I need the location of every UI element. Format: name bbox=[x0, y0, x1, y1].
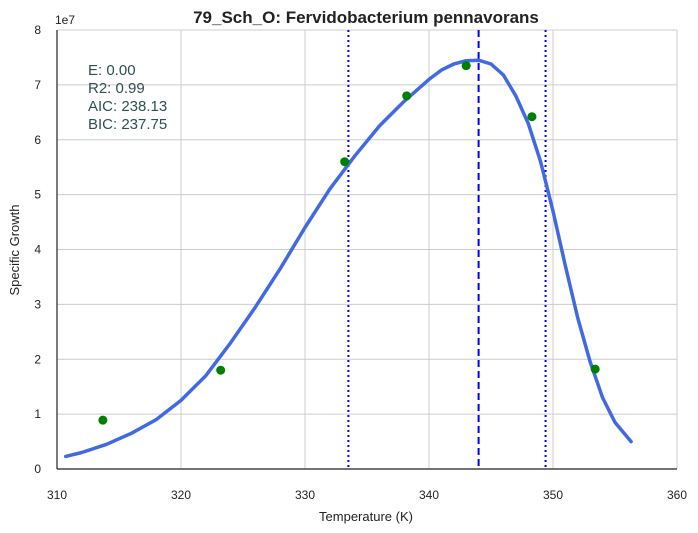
x-tick-label: 360 bbox=[667, 488, 687, 502]
y-axis-label: Specific Growth bbox=[7, 204, 22, 295]
x-tick-label: 340 bbox=[419, 488, 439, 502]
data-point bbox=[590, 364, 600, 374]
x-tick-label: 330 bbox=[295, 488, 315, 502]
x-tick-label: 350 bbox=[543, 488, 563, 502]
data-point bbox=[402, 91, 412, 101]
x-tick-label: 310 bbox=[47, 488, 67, 502]
data-point bbox=[461, 61, 471, 71]
y-tick-label: 7 bbox=[34, 78, 41, 92]
y-tick-label: 0 bbox=[34, 462, 41, 476]
y-axis-offset-label: 1e7 bbox=[55, 13, 75, 27]
fit-stat-line: BIC: 237.75 bbox=[88, 116, 167, 133]
y-tick-label: 5 bbox=[34, 188, 41, 202]
x-axis-label: Temperature (K) bbox=[319, 509, 413, 524]
y-tick-label: 4 bbox=[34, 243, 41, 257]
fit-stat-line: R2: 0.99 bbox=[88, 80, 145, 97]
axes bbox=[56, 30, 677, 470]
series bbox=[63, 58, 633, 459]
grid-lines bbox=[56, 29, 678, 470]
y-tick-label: 6 bbox=[34, 133, 41, 147]
fit-curve-line bbox=[63, 58, 633, 459]
tick-labels: 310 320 330 340 350 360 0 1 2 3 4 5 6 7 8 bbox=[34, 23, 687, 502]
fit-stat-line: AIC: 238.13 bbox=[88, 98, 167, 115]
y-tick-label: 1 bbox=[34, 407, 41, 421]
fit-stat-line: E: 0.00 bbox=[88, 62, 136, 79]
data-point bbox=[527, 112, 537, 122]
chart-title: 79_Sch_O: Fervidobacterium pennavorans bbox=[193, 8, 539, 27]
y-tick-label: 2 bbox=[34, 352, 41, 366]
reference-lines bbox=[347, 30, 547, 469]
data-point bbox=[216, 365, 226, 375]
data-point bbox=[340, 157, 350, 167]
y-tick-label: 3 bbox=[34, 297, 41, 311]
y-tick-label: 8 bbox=[34, 23, 41, 37]
x-tick-label: 320 bbox=[171, 488, 191, 502]
data-point bbox=[98, 415, 108, 425]
